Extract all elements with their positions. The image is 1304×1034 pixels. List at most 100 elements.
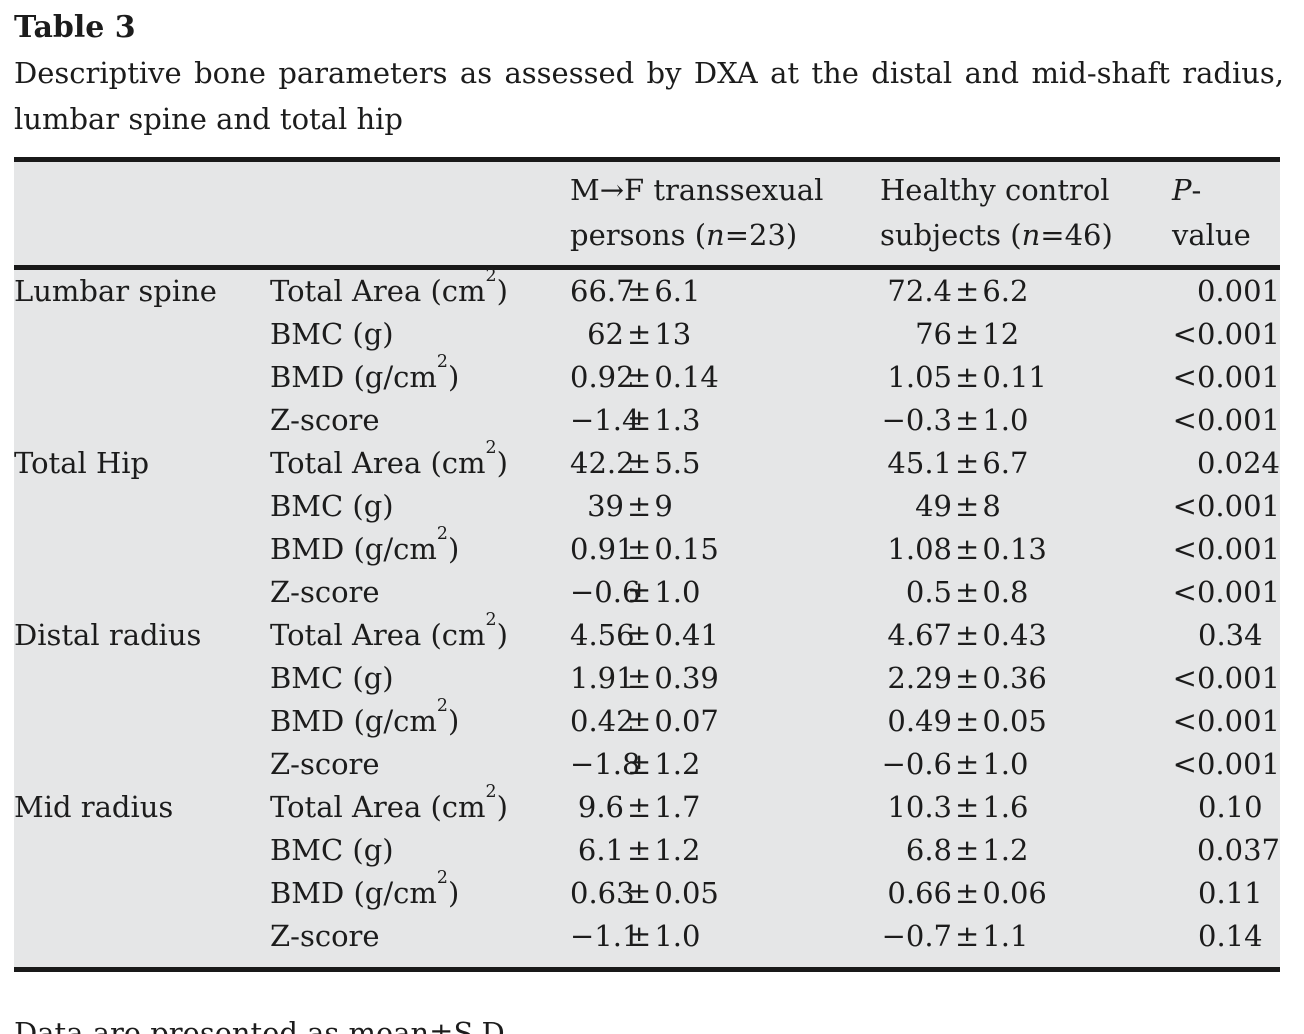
p-value-number: 0.001 [1196,403,1280,437]
transsexual-sd: 1.0 [654,575,701,609]
parameter-text-close: ) [496,790,508,824]
control-value: 0.5 ±0.8 [880,571,1172,614]
table-number-title: Table 3 [14,10,136,45]
p-value-less-than-sign [1172,614,1198,657]
header-transsexual-n: n [706,218,725,252]
parameter-text: Z-score [270,747,380,781]
table-rule-header [14,265,1280,270]
p-value-less-than-sign [1172,915,1198,958]
parameter-label: BMD (g/cm2) [270,353,570,399]
control-sd: 0.43 [982,618,1047,652]
header-p-value: P-value [1172,168,1280,258]
parameter-text: Z-score [270,919,380,953]
table-row: Z-score −1.1 ±1.0 −0.7 ±1.1 0.14 [14,915,1280,958]
p-value-number: 0.001 [1196,532,1280,566]
transsexual-sd: 0.41 [654,618,719,652]
transsexual-sd: 1.2 [654,747,701,781]
plus-minus-sign: ± [955,274,980,308]
transsexual-value: −0.6 ±1.0 [570,571,880,614]
control-sd: 0.8 [982,575,1029,609]
parameter-label: BMC (g) [270,313,570,356]
plus-minus-sign: ± [955,919,980,953]
p-value: <0.001 [1172,356,1280,399]
p-value: <0.001 [1172,700,1280,743]
site-label [14,485,270,528]
plus-minus-sign: ± [627,833,652,867]
parameter-text: Total Area (cm [270,790,486,824]
header-p-italic: P [1172,173,1192,207]
control-value: −0.3 ±1.0 [880,399,1172,442]
plus-minus-sign: ± [955,876,980,910]
p-value-number: 0.001 [1196,661,1280,695]
parameter-text: Total Area (cm [270,446,486,480]
control-mean: 10.3 [887,790,952,824]
control-value: 76 ±12 [880,313,1172,356]
p-value: <0.001 [1172,571,1280,614]
site-label: Total Hip [14,446,150,480]
parameter-text: Z-score [270,403,380,437]
transsexual-value: −1.4 ±1.3 [570,399,880,442]
p-value: 0.11 [1172,872,1280,915]
p-value-number: 0.001 [1196,575,1280,609]
control-sd: 1.0 [982,403,1029,437]
transsexual-mean: 1.91 [570,661,635,695]
transsexual-mean: −0.6 [570,575,641,609]
control-value: −0.7 ±1.1 [880,915,1172,958]
transsexual-sd: 0.39 [654,661,719,695]
control-sd: 0.05 [982,704,1047,738]
control-mean: 1.08 [887,532,952,566]
transsexual-value: −1.1 ±1.0 [570,915,880,958]
plus-minus-sign: ± [627,489,652,523]
site-label [14,313,270,356]
table-row: BMD (g/cm2) 0.63 ±0.05 0.66 ±0.06 0.11 [14,869,1280,915]
parameter-label: BMD (g/cm2) [270,525,570,571]
table-background [14,162,1280,967]
plus-minus-sign: ± [627,704,652,738]
p-value-number: 0.001 [1196,489,1280,523]
plus-minus-sign: ± [955,747,980,781]
site-label [14,399,270,442]
plus-minus-sign: ± [955,317,980,351]
table-row: Lumbar spine Total Area (cm2) 66.7 ±6.1 7… [14,267,1280,313]
parameter-text: BMC (g) [270,833,394,867]
header-parameter-column [270,168,570,258]
header-control-line2-post: =46) [1040,218,1113,252]
transsexual-value: 0.63 ±0.05 [570,872,880,915]
parameter-label: Total Area (cm2) [270,439,570,485]
parameter-text-close: ) [496,618,508,652]
transsexual-mean: 62 [587,317,624,351]
caption-line-1: Descriptive bone parameters as assessed … [14,56,1284,90]
transsexual-value: 9.6 ±1.7 [570,786,880,829]
parameter-text: Total Area (cm [270,618,486,652]
table-row: BMC (g) 39 ±9 49 ±8 <0.001 [14,485,1280,528]
control-value: 2.29 ±0.36 [880,657,1172,700]
transsexual-sd: 9 [654,489,673,523]
transsexual-mean: 0.42 [570,704,635,738]
p-value-number: 0.11 [1198,876,1263,910]
parameter-superscript: 2 [436,695,448,716]
control-mean: 0.5 [905,575,952,609]
transsexual-sd: 6.1 [654,274,701,308]
table-row: BMD (g/cm2) 0.91 ±0.15 1.08 ±0.13 <0.001 [14,525,1280,571]
plus-minus-sign: ± [627,403,652,437]
p-value-less-than-sign: < [1172,360,1197,394]
plus-minus-sign: ± [627,747,652,781]
control-sd: 0.36 [982,661,1047,695]
parameter-text: BMC (g) [270,317,394,351]
control-sd: 0.13 [982,532,1047,566]
p-value: 0.10 [1172,786,1280,829]
site-label: Mid radius [14,790,174,824]
parameter-label: BMC (g) [270,829,570,872]
control-value: 45.1 ±6.7 [880,442,1172,485]
table-row: Z-score −1.8 ±1.2 −0.6 ±1.0 <0.001 [14,743,1280,786]
p-value-less-than-sign [1172,829,1197,872]
control-value: 0.66 ±0.06 [880,872,1172,915]
site-label [14,657,270,700]
control-mean: −0.6 [881,747,952,781]
table-row: Mid radius Total Area (cm2) 9.6 ±1.7 10.3… [14,783,1280,829]
p-value-number: 0.001 [1196,704,1280,738]
control-mean: 45.1 [887,446,952,480]
p-value-less-than-sign: < [1172,317,1197,351]
control-mean: −0.3 [881,403,952,437]
transsexual-sd: 0.15 [654,532,719,566]
